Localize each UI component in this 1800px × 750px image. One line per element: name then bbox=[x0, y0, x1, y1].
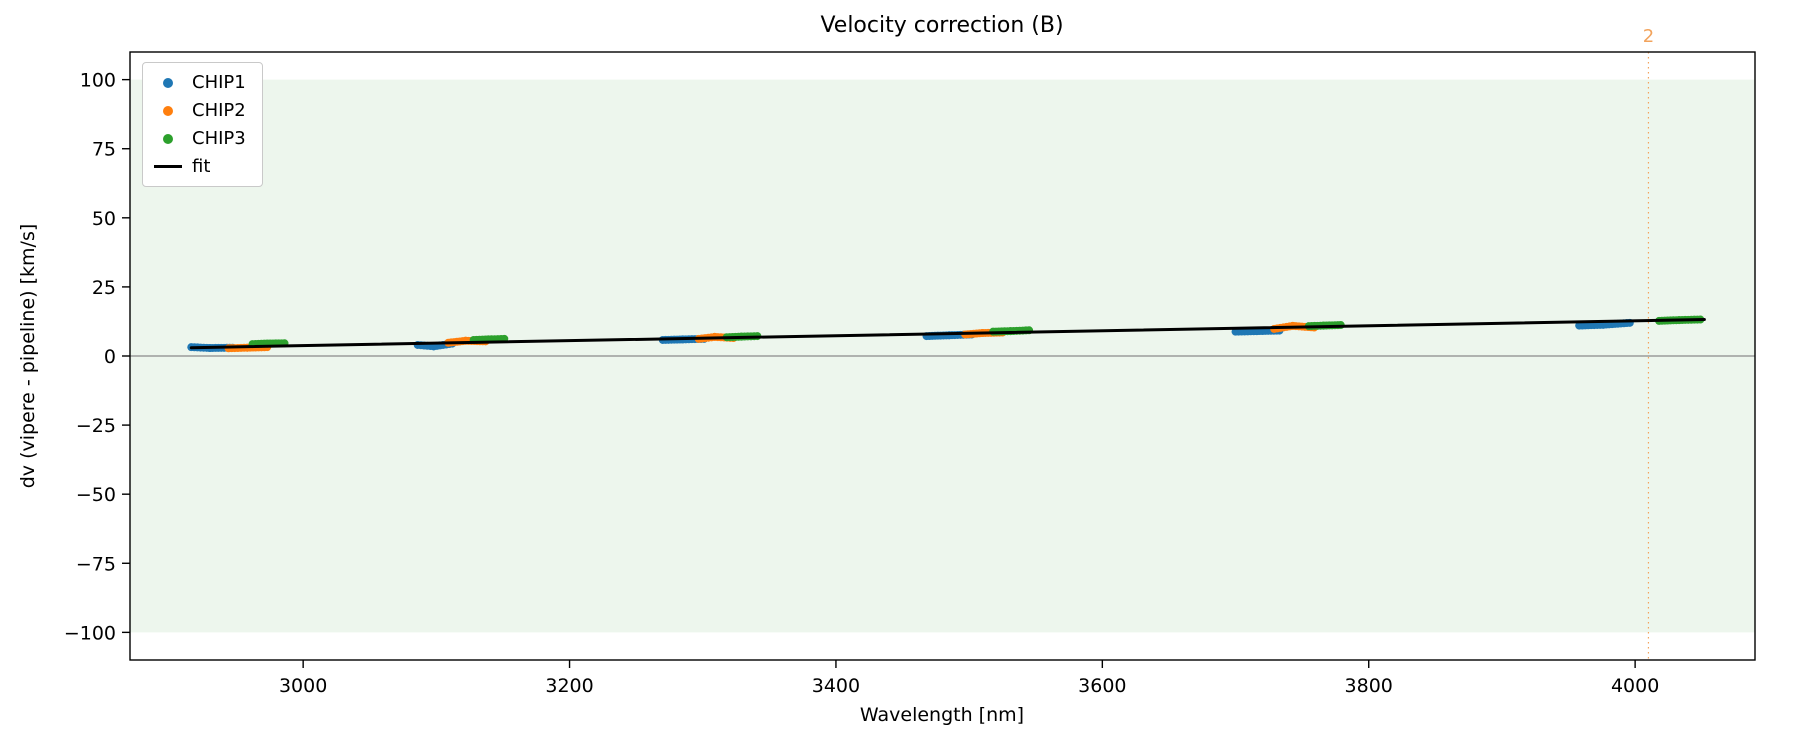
legend-label: CHIP3 bbox=[192, 128, 246, 149]
svg-text:−75: −75 bbox=[76, 553, 116, 575]
legend-label: CHIP1 bbox=[192, 72, 246, 93]
x-ticks: 3000 3200 3400 3600 3800 4000 bbox=[279, 660, 1659, 697]
svg-text:0: 0 bbox=[104, 346, 116, 368]
legend-line-marker bbox=[154, 165, 182, 168]
y-ticks: −100 −75 −50 −25 0 25 50 75 100 bbox=[64, 70, 130, 644]
svg-text:−25: −25 bbox=[76, 415, 116, 437]
x-axis-label: Wavelength [nm] bbox=[859, 704, 1025, 726]
legend-dot-marker bbox=[163, 105, 173, 116]
svg-text:3000: 3000 bbox=[279, 675, 327, 697]
legend-dot-marker bbox=[163, 77, 173, 88]
legend-item: CHIP3 bbox=[154, 128, 246, 149]
legend-item: CHIP2 bbox=[154, 100, 246, 121]
legend-label: fit bbox=[192, 156, 211, 177]
y-axis-label: dv (vipere - pipeline) [km/s] bbox=[17, 223, 39, 489]
svg-text:75: 75 bbox=[92, 139, 116, 161]
legend-item: CHIP1 bbox=[154, 72, 246, 93]
svg-text:4000: 4000 bbox=[1611, 675, 1659, 697]
svg-text:25: 25 bbox=[92, 277, 116, 299]
svg-text:3200: 3200 bbox=[545, 675, 593, 697]
vline-label: 2 bbox=[1643, 26, 1654, 47]
svg-text:−100: −100 bbox=[64, 622, 116, 644]
legend: CHIP1 CHIP2 CHIP3 fit bbox=[142, 62, 263, 187]
svg-text:−50: −50 bbox=[76, 484, 116, 506]
legend-label: CHIP2 bbox=[192, 100, 246, 121]
svg-text:100: 100 bbox=[80, 70, 116, 92]
svg-text:3400: 3400 bbox=[812, 675, 860, 697]
svg-text:50: 50 bbox=[92, 208, 116, 230]
fit-line bbox=[189, 318, 1706, 350]
legend-item: fit bbox=[154, 156, 246, 177]
svg-text:3800: 3800 bbox=[1345, 675, 1393, 697]
legend-dot-marker bbox=[163, 133, 173, 144]
svg-text:3600: 3600 bbox=[1078, 675, 1126, 697]
chart-title: Velocity correction (B) bbox=[820, 13, 1064, 38]
